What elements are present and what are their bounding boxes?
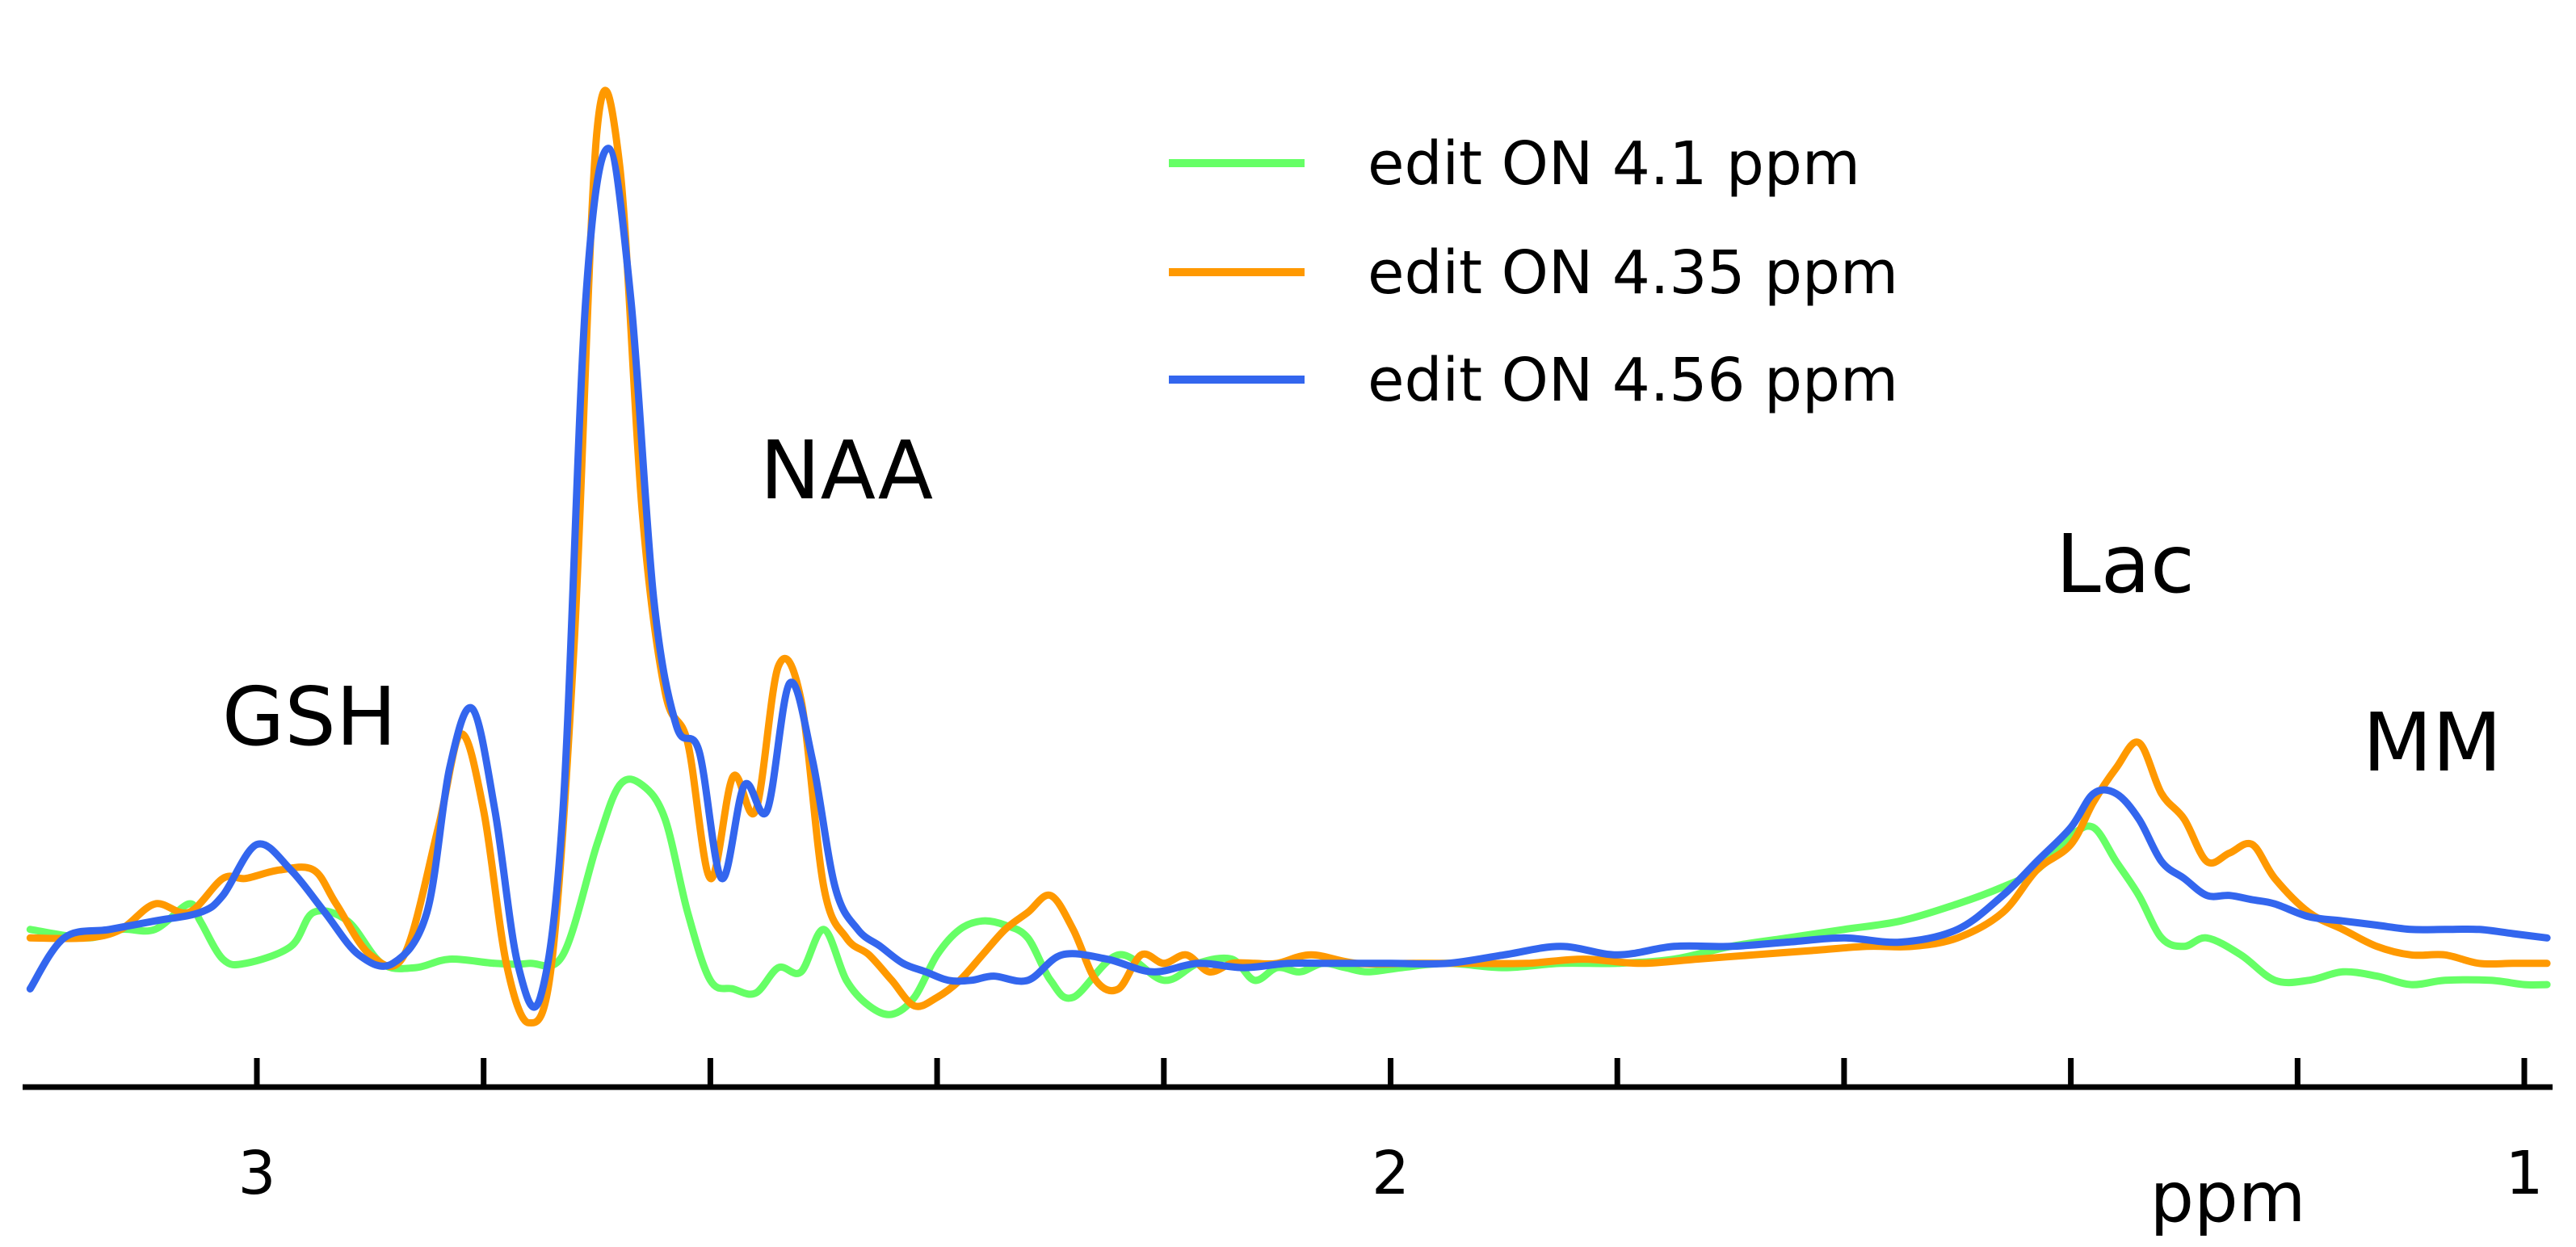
peak-label-naa: NAA (760, 423, 933, 518)
series-line-3 (26, 145, 2551, 1011)
legend-label-3: edit ON 4.56 ppm (1368, 346, 1898, 415)
series-layer (26, 86, 2551, 1027)
series-line-1 (26, 775, 2551, 1018)
legend: edit ON 4.1 ppm edit ON 4.35 ppm edit ON 4… (1169, 129, 1898, 415)
peak-label-gsh: GSH (222, 670, 397, 764)
peak-label-lac: Lac (2056, 517, 2195, 611)
tick-label-layer: 3 2 1 (237, 1139, 2543, 1208)
tick-layer (254, 1058, 2528, 1087)
x-tick-label-2: 2 (1372, 1139, 1410, 1208)
legend-label-2: edit ON 4.35 ppm (1368, 238, 1898, 308)
peak-label-mm: MM (2363, 695, 2502, 790)
x-tick-label-3: 3 (237, 1139, 275, 1208)
legend-label-1: edit ON 4.1 ppm (1368, 129, 1860, 199)
x-axis-title: ppm (2150, 1157, 2306, 1238)
annotation-layer: GSH NAA Lac MM (222, 423, 2502, 790)
x-tick-label-1: 1 (2505, 1139, 2543, 1208)
